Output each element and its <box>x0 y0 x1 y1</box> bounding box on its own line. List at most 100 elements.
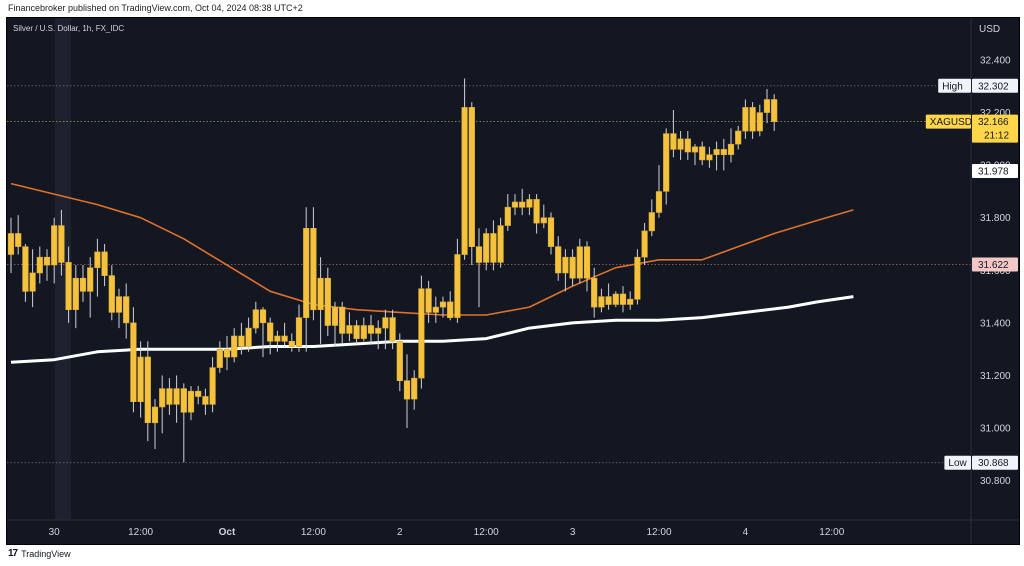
candle-body <box>360 325 367 339</box>
candle-body <box>468 107 475 248</box>
candle-body <box>22 246 29 292</box>
candle-body <box>180 388 187 413</box>
candle-body <box>29 272 36 292</box>
candle-body <box>216 348 223 368</box>
candle-body <box>15 233 22 247</box>
candle-body <box>324 277 331 326</box>
tradingview-logo-icon: 17 <box>8 548 18 559</box>
candle-body <box>490 233 497 263</box>
candle-body <box>547 217 555 247</box>
candle-body <box>411 377 418 400</box>
candle-body <box>555 246 562 274</box>
candle-body <box>231 335 238 358</box>
candle-body <box>151 406 159 424</box>
candle-body <box>677 138 684 150</box>
tradingview-footer: 17 TradingView <box>8 548 71 559</box>
candle-body <box>655 191 663 213</box>
candle-body <box>346 325 353 334</box>
candle-body <box>339 306 346 334</box>
candle-body <box>7 233 15 255</box>
candle-body <box>36 256 43 274</box>
candle-body <box>691 146 699 153</box>
candle-body <box>317 277 324 311</box>
candle-body <box>432 306 439 313</box>
candle-body <box>612 293 619 305</box>
price-tick-label: 32.200 <box>980 108 1011 119</box>
candle-body <box>699 146 706 161</box>
price-tick-label: 31.800 <box>980 213 1011 224</box>
candle-body <box>144 356 151 423</box>
candle-body <box>526 199 533 208</box>
candle-body <box>202 396 209 405</box>
candle-body <box>123 296 130 324</box>
candle-body <box>475 246 483 263</box>
candle-body <box>540 217 547 224</box>
candle-body <box>43 256 51 266</box>
price-tag-label-box-Low <box>944 455 971 470</box>
moving-average-line-1 <box>10 295 854 364</box>
price-tag-label-Low: Low <box>948 458 967 469</box>
candle-body <box>159 388 166 408</box>
candle-body <box>598 296 605 308</box>
candle-body <box>605 296 612 305</box>
time-tick-label: 3 <box>570 527 576 538</box>
candle-body <box>641 230 648 258</box>
candle-body <box>101 251 108 276</box>
price-tag-label-XAGUSD: XAGUSD <box>930 117 972 128</box>
candle-body <box>367 325 375 334</box>
candle-body <box>252 309 259 329</box>
candle-body <box>504 206 511 226</box>
candlestick-chart[interactable]: Silver / U.S. Dollar, 1h, FX_IDC USD 32.… <box>7 18 1019 544</box>
candle-body <box>195 390 202 397</box>
candle-body <box>353 325 360 339</box>
candle-body <box>173 388 180 405</box>
candle-body <box>51 225 58 266</box>
candle-body <box>749 107 756 132</box>
candle-body <box>742 107 749 132</box>
time-tick-label: 30 <box>49 527 61 538</box>
candle-body <box>619 293 627 305</box>
time-axis[interactable]: 30 12:00 Oct 12:00 2 12:00 3 12:00 4 12:00 <box>49 527 845 538</box>
candle-body <box>771 99 778 122</box>
price-tick-label: 31.200 <box>980 371 1011 382</box>
chart-background <box>7 18 1019 544</box>
candle-body <box>727 143 735 155</box>
candle-body <box>396 340 403 381</box>
price-tag-label-box-High <box>938 78 971 93</box>
price-tag-value-level-1: 31.978 <box>978 167 1009 178</box>
candle-body <box>720 149 727 155</box>
tradingview-brand: TradingView <box>21 548 71 559</box>
candle-body <box>331 306 339 326</box>
candle-body <box>389 317 396 342</box>
candle-body <box>706 154 713 161</box>
candle-body <box>72 277 79 311</box>
candle-body <box>763 99 771 113</box>
chart-panel[interactable]: Silver / U.S. Dollar, 1h, FX_IDC USD 32.… <box>6 17 1020 545</box>
candle-body <box>87 267 94 292</box>
candle-body <box>562 256 569 274</box>
price-tag-label-box-XAGUSD <box>925 114 971 129</box>
price-tag-box-XAGUSD <box>972 114 1018 143</box>
price-tick-label: 30.800 <box>980 476 1011 487</box>
candle-body <box>439 301 447 308</box>
candle-body <box>627 298 634 305</box>
candle-body <box>418 288 425 379</box>
candle-body <box>403 380 411 400</box>
candle-body <box>281 335 288 342</box>
currency-label: USD <box>979 24 1000 35</box>
candle-body <box>375 327 382 334</box>
candle-body <box>425 288 432 313</box>
price-tag-box-level-2 <box>972 257 1018 272</box>
candle-body <box>187 390 195 413</box>
price-tag-value-Low: 30.868 <box>978 458 1009 469</box>
time-tick-label: 12:00 <box>646 527 671 538</box>
candle-body <box>303 228 310 319</box>
candle-body <box>519 201 526 208</box>
price-tag-countdown: 21:12 <box>984 131 1009 142</box>
candle-body <box>634 256 641 300</box>
candle-body <box>648 212 655 232</box>
candle-body <box>108 275 115 313</box>
price-tick-label: 32.400 <box>980 56 1011 67</box>
time-tick-label: 4 <box>743 527 749 538</box>
candle-body <box>497 225 504 263</box>
